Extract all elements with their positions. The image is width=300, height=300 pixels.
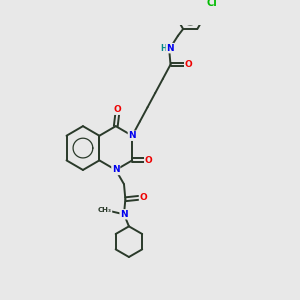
Text: Cl: Cl — [207, 0, 218, 8]
Text: O: O — [140, 194, 147, 202]
Text: H: H — [160, 44, 166, 52]
Text: CH₃: CH₃ — [98, 208, 112, 214]
Text: N: N — [128, 131, 136, 140]
Text: N: N — [120, 210, 128, 219]
Text: O: O — [185, 60, 193, 69]
Text: O: O — [145, 156, 152, 165]
Text: N: N — [167, 44, 174, 52]
Text: O: O — [113, 105, 121, 114]
Text: N: N — [112, 166, 120, 175]
